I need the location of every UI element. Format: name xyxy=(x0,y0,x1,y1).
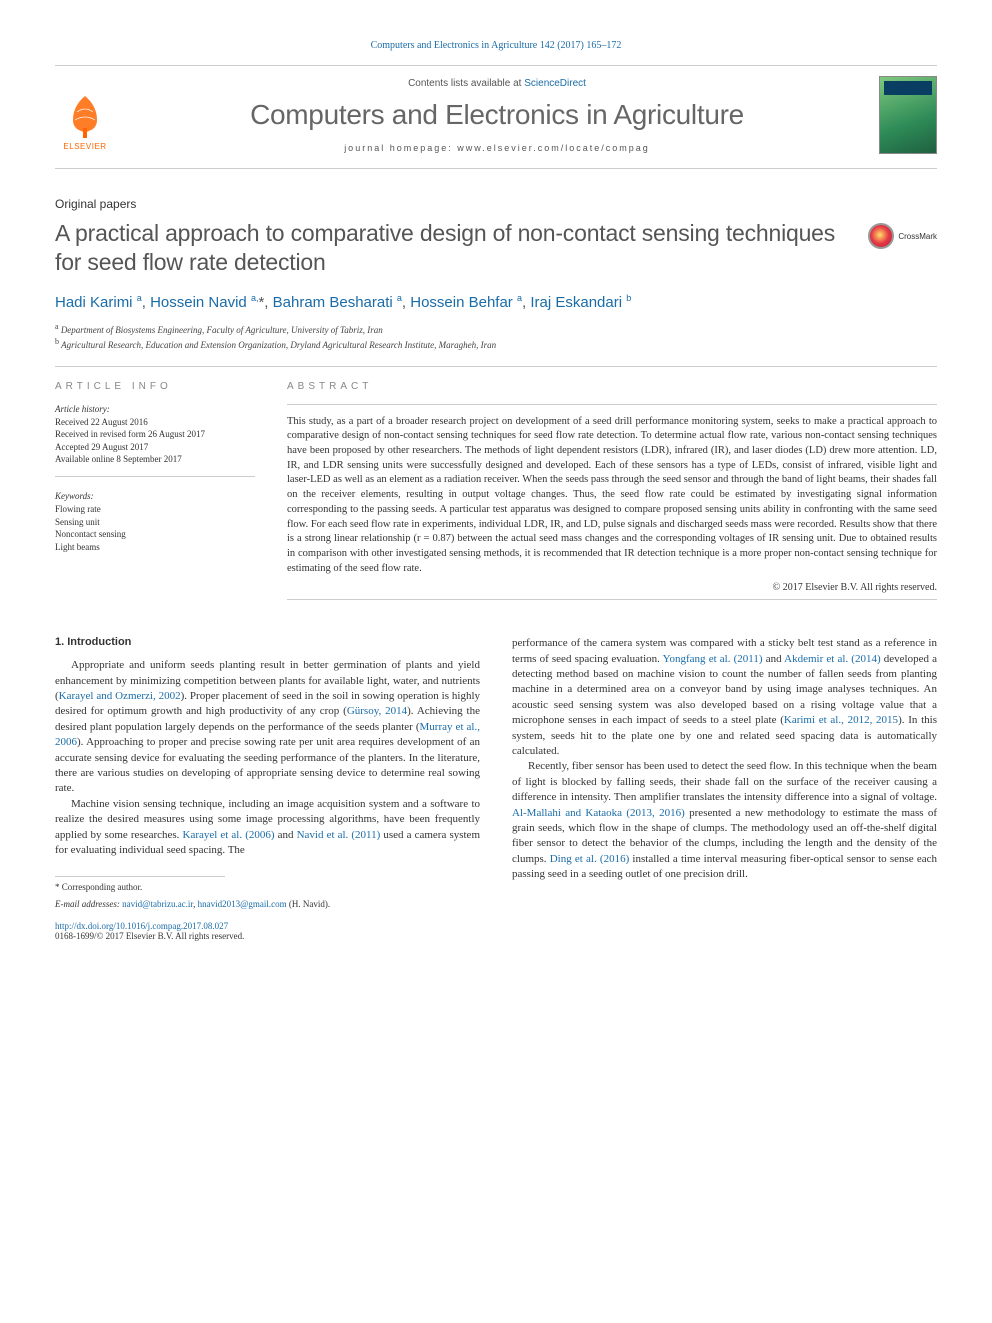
divider xyxy=(287,404,937,405)
doi-link[interactable]: http://dx.doi.org/10.1016/j.compag.2017.… xyxy=(55,921,228,931)
citation-link[interactable]: Karayel and Ozmerzi, 2002 xyxy=(59,690,181,702)
keyword: Sensing unit xyxy=(55,516,255,529)
masthead-center: Contents lists available at ScienceDirec… xyxy=(133,78,861,153)
divider xyxy=(55,366,937,367)
history-line: Received 22 August 2016 xyxy=(55,416,255,429)
info-abstract-row: ARTICLE INFO Article history: Received 2… xyxy=(55,381,937,601)
body-col-left: 1. Introduction Appropriate and uniform … xyxy=(55,636,480,910)
author-link[interactable]: Hadi Karimi xyxy=(55,294,133,311)
keywords-block: Keywords: Flowing rate Sensing unit Nonc… xyxy=(55,491,255,553)
divider xyxy=(55,476,255,477)
aff-sup: a, xyxy=(251,293,259,303)
body-col-right: performance of the camera system was com… xyxy=(512,636,937,910)
body-columns: 1. Introduction Appropriate and uniform … xyxy=(55,636,937,910)
section-heading: 1. Introduction xyxy=(55,636,480,648)
article-info-heading: ARTICLE INFO xyxy=(55,381,255,392)
email-link[interactable]: navid@tabrizu.ac.ir xyxy=(122,899,193,909)
email-line: E-mail addresses: navid@tabrizu.ac.ir, h… xyxy=(55,898,480,911)
crossmark-widget[interactable]: CrossMark xyxy=(868,223,937,249)
journal-homepage[interactable]: journal homepage: www.elsevier.com/locat… xyxy=(133,143,861,153)
abstract: ABSTRACT This study, as a part of a broa… xyxy=(287,381,937,601)
citation-link[interactable]: Yongfang et al. (2011) xyxy=(663,653,763,665)
body-text: Appropriate and uniform seeds planting r… xyxy=(55,658,480,858)
affiliation-row: b Agricultural Research, Education and E… xyxy=(55,336,937,352)
contents-line: Contents lists available at ScienceDirec… xyxy=(133,78,861,89)
aff-sup: a xyxy=(397,293,402,303)
keyword: Light beams xyxy=(55,541,255,554)
history-label: Article history: xyxy=(55,404,255,414)
keywords-label: Keywords: xyxy=(55,491,255,501)
crossmark-label: CrossMark xyxy=(898,232,937,241)
aff-sup: a xyxy=(517,293,522,303)
paragraph: Appropriate and uniform seeds planting r… xyxy=(55,658,480,797)
citation-link[interactable]: Akdemir et al. (2014) xyxy=(784,653,881,665)
contents-prefix: Contents lists available at xyxy=(408,78,524,89)
header-citation: Computers and Electronics in Agriculture… xyxy=(55,40,937,51)
aff-sup: a xyxy=(137,293,142,303)
crossmark-icon xyxy=(868,223,894,249)
email-link[interactable]: hnavid2013@gmail.com xyxy=(198,899,287,909)
citation-link[interactable]: Gürsoy, 2014 xyxy=(347,705,407,717)
elsevier-logo[interactable]: ELSEVIER xyxy=(55,79,115,151)
abstract-copyright: © 2017 Elsevier B.V. All rights reserved… xyxy=(287,582,937,593)
article-type: Original papers xyxy=(55,197,937,211)
citation-link[interactable]: Karayel et al. (2006) xyxy=(183,829,275,841)
footnote-separator xyxy=(55,876,225,877)
citation-link[interactable]: Ding et al. (2016) xyxy=(550,853,630,865)
abstract-text: This study, as a part of a broader resea… xyxy=(287,415,937,577)
citation-link[interactable]: Karimi et al., 2012, 2015 xyxy=(784,714,898,726)
affiliation-row: a Department of Biosystems Engineering, … xyxy=(55,321,937,337)
history-line: Available online 8 September 2017 xyxy=(55,453,255,466)
journal-cover-thumb[interactable] xyxy=(879,76,937,154)
history-line: Received in revised form 26 August 2017 xyxy=(55,428,255,441)
author-link[interactable]: Iraj Eskandari xyxy=(530,294,622,311)
journal-name: Computers and Electronics in Agriculture xyxy=(133,99,861,131)
publisher-name: ELSEVIER xyxy=(63,142,106,151)
title-row: A practical approach to comparative desi… xyxy=(55,219,937,277)
elsevier-tree-icon xyxy=(63,92,107,140)
author-link[interactable]: Bahram Besharati xyxy=(273,294,393,311)
corresponding-author: * Corresponding author. xyxy=(55,881,480,894)
authors-line: Hadi Karimi a, Hossein Navid a,*, Bahram… xyxy=(55,293,937,311)
paragraph: Recently, fiber sensor has been used to … xyxy=(512,759,937,882)
history-line: Accepted 29 August 2017 xyxy=(55,441,255,454)
citation-link[interactable]: Navid et al. (2011) xyxy=(297,829,381,841)
abstract-heading: ABSTRACT xyxy=(287,381,937,392)
paragraph: performance of the camera system was com… xyxy=(512,636,937,759)
affiliations: a Department of Biosystems Engineering, … xyxy=(55,321,937,352)
keyword: Noncontact sensing xyxy=(55,528,255,541)
author-link[interactable]: Hossein Behfar xyxy=(410,294,513,311)
keyword: Flowing rate xyxy=(55,503,255,516)
citation-link[interactable]: Al-Mallahi and Kataoka (2013, 2016) xyxy=(512,807,685,819)
body-text: performance of the camera system was com… xyxy=(512,636,937,882)
sciencedirect-link[interactable]: ScienceDirect xyxy=(524,78,586,89)
aff-sup: b xyxy=(626,293,631,303)
masthead: ELSEVIER Contents lists available at Sci… xyxy=(55,65,937,169)
article-info: ARTICLE INFO Article history: Received 2… xyxy=(55,381,255,601)
divider xyxy=(287,599,937,600)
article-title: A practical approach to comparative desi… xyxy=(55,219,848,277)
issn-line: 0168-1699/© 2017 Elsevier B.V. All right… xyxy=(55,931,937,941)
paragraph: Machine vision sensing technique, includ… xyxy=(55,797,480,859)
author-link[interactable]: Hossein Navid xyxy=(150,294,247,311)
doi-line: http://dx.doi.org/10.1016/j.compag.2017.… xyxy=(55,921,937,931)
